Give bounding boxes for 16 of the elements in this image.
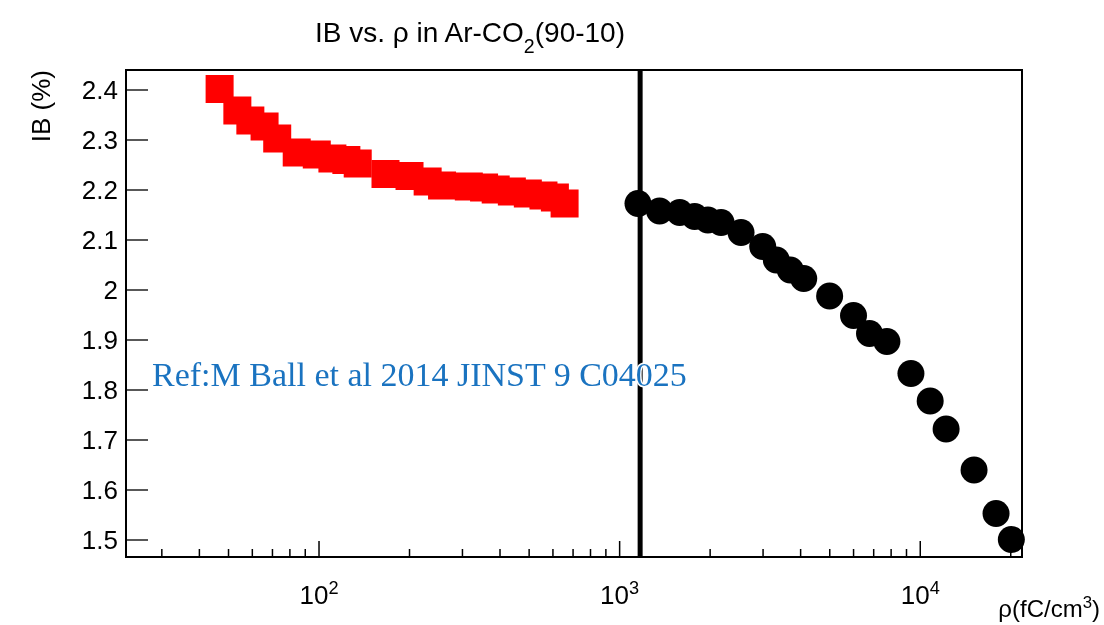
chart-title: IB vs. ρ in Ar-CO$_{2}$(90-10) [314, 17, 626, 57]
y-tick-label: 2.2 [81, 175, 118, 205]
y-tick-label: 1.5 [81, 525, 118, 555]
y-tick-label: 2.1 [81, 225, 118, 255]
y-tick-label: 1.6 [81, 475, 118, 505]
y-tick-label: 1.7 [81, 425, 118, 455]
y-tick-label: 1.8 [81, 375, 118, 405]
x-tick-label: 10$^{3}$ [600, 578, 640, 610]
y-axis-title: IB (%) [26, 70, 56, 143]
y-tick-label: 1.9 [81, 325, 118, 355]
x-tick-label: 10$^{4}$ [900, 578, 940, 610]
x-axis-title: ρ(fC/cm$^{3}$) [998, 592, 1100, 622]
y-tick-label: 2.4 [81, 75, 118, 105]
x-tick-label: 10$^{2}$ [299, 578, 339, 610]
y-tick-label: 2.3 [81, 125, 118, 155]
y-tick-label: 2 [103, 275, 118, 305]
